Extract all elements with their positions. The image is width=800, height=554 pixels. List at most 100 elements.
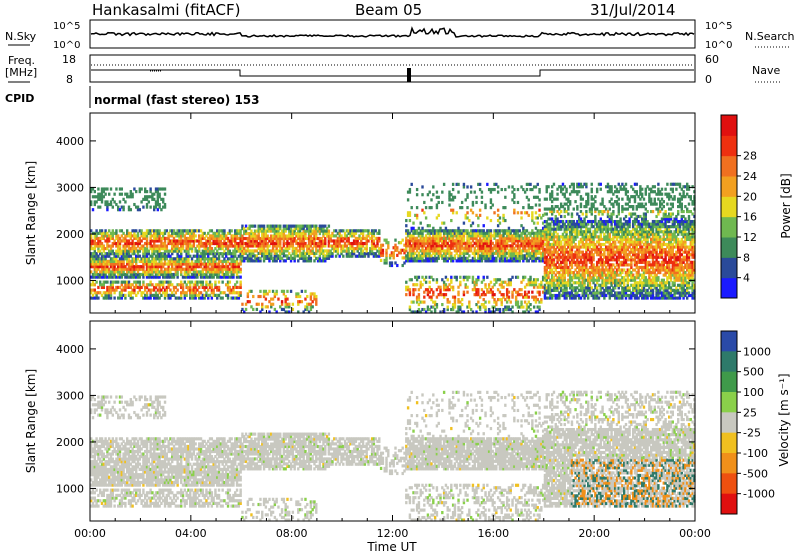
power-cell bbox=[201, 293, 205, 297]
power-cell bbox=[167, 254, 170, 258]
power-cell bbox=[590, 260, 593, 264]
power-cell bbox=[174, 249, 178, 253]
power-cell bbox=[545, 268, 548, 272]
power-cell bbox=[230, 236, 233, 241]
power-cell bbox=[574, 276, 577, 280]
power-cell bbox=[106, 275, 109, 279]
power-cell bbox=[241, 256, 244, 260]
power-cell bbox=[178, 247, 181, 251]
power-cell bbox=[144, 249, 147, 253]
power-cell bbox=[514, 290, 518, 294]
power-cell bbox=[469, 231, 473, 235]
power-cell bbox=[104, 252, 107, 256]
power-cell bbox=[451, 285, 455, 289]
power-cell bbox=[597, 237, 601, 241]
power-cell bbox=[370, 241, 374, 246]
power-cell bbox=[244, 249, 248, 253]
power-cell bbox=[568, 293, 572, 298]
power-cell bbox=[90, 200, 93, 204]
power-cell bbox=[208, 241, 212, 246]
power-cell bbox=[534, 231, 538, 235]
power-cell bbox=[289, 229, 293, 233]
power-cell bbox=[511, 198, 514, 202]
power-cell bbox=[280, 300, 284, 304]
power-cell bbox=[214, 270, 217, 274]
power-cell bbox=[410, 256, 413, 260]
power-cell bbox=[577, 283, 581, 287]
power-cell bbox=[156, 202, 160, 207]
power-cell bbox=[565, 268, 568, 272]
power-cell bbox=[207, 296, 210, 300]
power-cell bbox=[424, 249, 428, 253]
power-cell bbox=[565, 288, 568, 292]
power-cell bbox=[361, 252, 365, 256]
power-cell bbox=[153, 257, 156, 261]
power-cell bbox=[133, 270, 136, 274]
power-cell bbox=[385, 256, 388, 260]
power-cell bbox=[585, 270, 588, 275]
power-cell bbox=[446, 285, 449, 289]
power-cell bbox=[298, 249, 302, 253]
power-cell bbox=[588, 286, 592, 290]
power-cell bbox=[241, 302, 244, 306]
power-cell bbox=[167, 252, 170, 256]
power-cell bbox=[448, 195, 451, 199]
power-cell bbox=[345, 229, 349, 233]
power-cell bbox=[142, 275, 145, 279]
power-cell bbox=[532, 221, 536, 225]
power-cell bbox=[532, 285, 536, 289]
power-cell bbox=[118, 275, 122, 279]
power-cell bbox=[583, 230, 586, 234]
power-cell bbox=[113, 265, 116, 269]
power-cell bbox=[489, 187, 493, 192]
power-cell bbox=[178, 259, 181, 264]
power-cell bbox=[93, 244, 97, 248]
power-cell bbox=[457, 305, 460, 309]
power-cell bbox=[410, 259, 413, 263]
power-cell bbox=[392, 251, 395, 255]
power-cell bbox=[304, 305, 307, 309]
power-cell bbox=[547, 245, 550, 249]
power-cell bbox=[156, 283, 160, 287]
power-cell bbox=[381, 248, 385, 252]
power-cell bbox=[117, 254, 120, 258]
power-cell bbox=[221, 247, 224, 251]
power-cell bbox=[306, 229, 309, 233]
power-cell bbox=[381, 253, 385, 257]
power-cell bbox=[570, 276, 574, 280]
power-cell bbox=[534, 195, 538, 199]
power-cell bbox=[268, 289, 271, 293]
power-cell bbox=[306, 256, 309, 260]
power-cell bbox=[217, 280, 221, 284]
power-cell bbox=[414, 251, 417, 255]
power-cell bbox=[268, 259, 271, 263]
power-cell bbox=[435, 246, 439, 250]
power-cell bbox=[442, 249, 446, 253]
power-cell bbox=[180, 265, 183, 269]
power-cell bbox=[194, 272, 197, 277]
power-cell bbox=[201, 285, 205, 290]
power-cell bbox=[147, 270, 151, 274]
power-cell bbox=[588, 281, 592, 285]
power-cell bbox=[444, 288, 448, 292]
power-cell bbox=[325, 249, 329, 253]
power-cell bbox=[558, 296, 561, 300]
power-cell bbox=[237, 244, 241, 248]
power-cell bbox=[457, 182, 460, 186]
power-cell bbox=[556, 222, 559, 226]
power-cell bbox=[198, 285, 201, 290]
power-cell bbox=[358, 247, 361, 251]
power-cell bbox=[549, 260, 552, 264]
power-cell bbox=[298, 227, 302, 231]
power-cell bbox=[574, 268, 577, 272]
power-cell bbox=[273, 229, 277, 233]
power-cell bbox=[504, 218, 507, 223]
power-cell bbox=[464, 251, 467, 255]
power-cell bbox=[441, 256, 444, 260]
power-cell bbox=[313, 259, 316, 263]
power-cell bbox=[217, 254, 221, 258]
power-cell bbox=[460, 244, 464, 248]
power-cell bbox=[532, 278, 536, 282]
power-cell bbox=[417, 303, 421, 307]
power-cell bbox=[111, 231, 115, 235]
